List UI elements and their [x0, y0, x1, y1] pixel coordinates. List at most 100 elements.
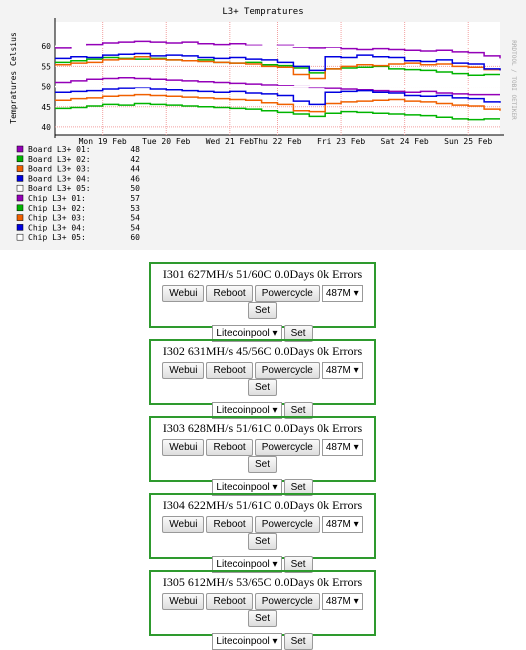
webui-button[interactable]: Webui: [162, 285, 205, 302]
x-tick-label: Wed 21 Feb: [206, 137, 254, 146]
webui-button[interactable]: Webui: [162, 439, 205, 456]
pool-select[interactable]: Litecoinpool: [212, 325, 282, 342]
pool-select[interactable]: Litecoinpool: [212, 479, 282, 496]
miner-status: I302 631MH/s 45/56C 0.0Days 0k Errors: [162, 344, 363, 358]
pool-row: LitecoinpoolSet: [151, 402, 374, 419]
pool-row: LitecoinpoolSet: [151, 556, 374, 573]
legend-swatch: [16, 233, 24, 241]
powercycle-button[interactable]: Powercycle: [254, 362, 320, 379]
powercycle-button[interactable]: Powercycle: [254, 516, 320, 533]
legend-swatch: [16, 145, 24, 153]
frequency-select[interactable]: 487M: [321, 593, 363, 610]
x-tick-label: Fri 23 Feb: [317, 137, 365, 146]
powercycle-button[interactable]: Powercycle: [254, 285, 320, 302]
reboot-button[interactable]: Reboot: [206, 593, 253, 610]
powercycle-button[interactable]: Powercycle: [254, 593, 320, 610]
series-line: [55, 76, 500, 96]
y-tick-label: 40: [41, 123, 51, 132]
x-tick-label: Mon 19 Feb: [79, 137, 127, 146]
frequency-select[interactable]: 487M: [321, 285, 363, 302]
y-axis-label: Tempratures Celsius: [9, 32, 18, 124]
legend-label: Chip L3+ 03:: [28, 214, 86, 223]
reboot-button[interactable]: Reboot: [206, 516, 253, 533]
legend-value: 48: [130, 145, 140, 154]
legend-swatch: [16, 175, 24, 182]
x-tick-label: Thu 22 Feb: [253, 137, 301, 146]
legend-value: 54: [130, 214, 140, 223]
series-line: [55, 93, 501, 113]
set-button[interactable]: Set: [247, 610, 277, 627]
set-button[interactable]: Set: [283, 479, 313, 496]
set-button[interactable]: Set: [247, 302, 277, 319]
pool-row: LitecoinpoolSet: [151, 633, 374, 650]
legend-label: Chip L3+ 02:: [28, 204, 86, 213]
legend-label: Chip L3+ 05:: [28, 233, 86, 242]
series-line: [55, 102, 500, 121]
legend-value: 60: [130, 233, 140, 242]
pool-select[interactable]: Litecoinpool: [212, 633, 282, 650]
pool-row: LitecoinpoolSet: [151, 325, 374, 342]
legend-swatch: [16, 214, 24, 221]
legend-value: 57: [130, 194, 140, 203]
reboot-button[interactable]: Reboot: [206, 362, 253, 379]
set-button[interactable]: Set: [283, 556, 313, 573]
webui-button[interactable]: Webui: [162, 593, 205, 610]
webui-button[interactable]: Webui: [162, 362, 205, 379]
series-line: [55, 52, 501, 72]
set-button[interactable]: Set: [247, 533, 277, 550]
pool-row: LitecoinpoolSet: [151, 479, 374, 496]
legend-label: Board L3+ 01:: [28, 145, 91, 154]
reboot-button[interactable]: Reboot: [206, 285, 253, 302]
miner-status: I304 622MH/s 51/61C 0.0Days 0k Errors: [162, 498, 363, 512]
set-button[interactable]: Set: [247, 379, 277, 396]
legend-swatch: [16, 165, 24, 172]
pool-select[interactable]: Litecoinpool: [212, 402, 282, 419]
legend-label: Board L3+ 05:: [28, 184, 91, 193]
legend-value: 44: [130, 165, 140, 174]
miner-status: I305 612MH/s 53/65C 0.0Days 0k Errors: [162, 575, 363, 589]
webui-button[interactable]: Webui: [162, 516, 205, 533]
miner-panel: I301 627MH/s 51/60C 0.0Days 0k Errors Web…: [149, 262, 376, 342]
y-tick-label: 55: [41, 62, 51, 71]
series-line: [55, 86, 501, 106]
series-line: [55, 55, 501, 80]
set-button[interactable]: Set: [283, 325, 313, 342]
legend-swatch: [16, 155, 24, 163]
set-button[interactable]: Set: [283, 402, 313, 419]
reboot-button[interactable]: Reboot: [206, 439, 253, 456]
miner-status: I301 627MH/s 51/60C 0.0Days 0k Errors: [162, 267, 363, 281]
legend-value: 50: [130, 184, 140, 193]
legend-label: Board L3+ 03:: [28, 165, 91, 174]
frequency-select[interactable]: 487M: [321, 439, 363, 456]
miner-panel: I303 628MH/s 51/61C 0.0Days 0k Errors Web…: [149, 416, 376, 496]
y-tick-label: 50: [41, 83, 51, 92]
y-tick-label: 45: [41, 103, 51, 112]
legend-value: 53: [130, 204, 140, 213]
y-tick-label: 60: [41, 42, 51, 51]
legend-label: Chip L3+ 01:: [28, 194, 86, 203]
set-button[interactable]: Set: [247, 456, 277, 473]
frequency-select[interactable]: 487M: [321, 516, 363, 533]
legend-value: 54: [130, 223, 140, 232]
frequency-select[interactable]: 487M: [321, 362, 363, 379]
legend-swatch: [16, 224, 24, 231]
legend-swatch: [16, 194, 24, 202]
series-line: [55, 40, 501, 59]
watermark: RRDTOOL / TOBI OETIKER: [510, 40, 517, 120]
powercycle-button[interactable]: Powercycle: [254, 439, 320, 456]
miner-panel: I304 622MH/s 51/61C 0.0Days 0k Errors Web…: [149, 493, 376, 573]
pool-select[interactable]: Litecoinpool: [212, 556, 282, 573]
miner-status: I303 628MH/s 51/61C 0.0Days 0k Errors: [162, 421, 363, 435]
legend-label: Chip L3+ 04:: [28, 223, 86, 232]
chart-title: L3+ Tempratures: [222, 7, 303, 17]
miner-panel: I305 612MH/s 53/65C 0.0Days 0k Errors Web…: [149, 570, 376, 650]
miner-panel: I302 631MH/s 45/56C 0.0Days 0k Errors Web…: [149, 339, 376, 419]
legend-value: 46: [130, 174, 140, 183]
x-tick-label: Sun 25 Feb: [444, 137, 492, 146]
set-button[interactable]: Set: [283, 633, 313, 650]
